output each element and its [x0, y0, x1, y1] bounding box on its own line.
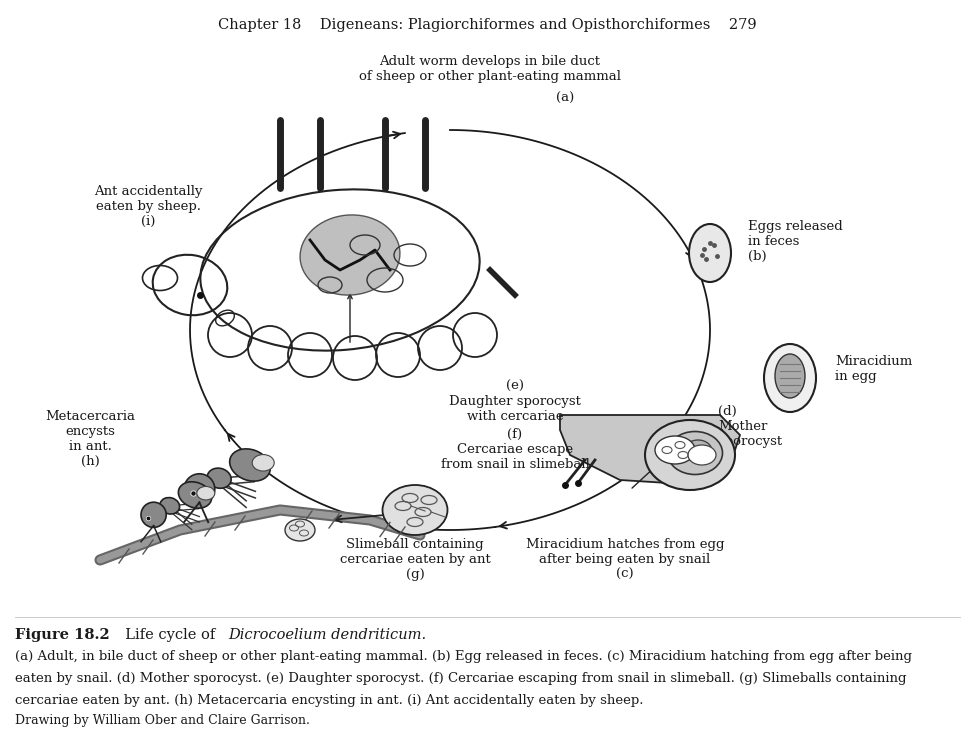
- Ellipse shape: [253, 454, 274, 471]
- Text: eaten by snail. (d) Mother sporocyst. (e) Daughter sporocyst. (f) Cercariae esca: eaten by snail. (d) Mother sporocyst. (e…: [15, 672, 907, 685]
- Text: Figure 18.2: Figure 18.2: [15, 628, 110, 642]
- Text: Drawing by William Ober and Claire Garrison.: Drawing by William Ober and Claire Garri…: [15, 714, 310, 727]
- Ellipse shape: [689, 224, 731, 282]
- Circle shape: [141, 502, 166, 527]
- Ellipse shape: [655, 436, 695, 464]
- Ellipse shape: [160, 498, 179, 514]
- Text: (e)
Daughter sporocyst
with cercariae: (e) Daughter sporocyst with cercariae: [449, 380, 581, 423]
- Text: Slimeball containing
cercariae eaten by ant
(g): Slimeball containing cercariae eaten by …: [339, 538, 490, 581]
- Ellipse shape: [775, 354, 805, 398]
- Circle shape: [184, 474, 214, 504]
- Ellipse shape: [645, 420, 735, 490]
- Text: Miracidium
in egg: Miracidium in egg: [835, 355, 913, 383]
- Text: Metacercaria
encysts
in ant.
(h): Metacercaria encysts in ant. (h): [45, 410, 135, 468]
- Text: (d)
Mother
sporocyst: (d) Mother sporocyst: [718, 405, 782, 448]
- Text: cercariae eaten by ant. (h) Metacercaria encysting in ant. (i) Ant accidentally : cercariae eaten by ant. (h) Metacercaria…: [15, 694, 644, 707]
- Ellipse shape: [208, 468, 231, 488]
- Ellipse shape: [178, 482, 212, 508]
- Ellipse shape: [197, 486, 214, 500]
- Text: (a) Adult, in bile duct of sheep or other plant-eating mammal. (b) Egg released : (a) Adult, in bile duct of sheep or othe…: [15, 650, 912, 663]
- Text: Eggs released
in feces
(b): Eggs released in feces (b): [748, 220, 842, 263]
- Text: Adult worm develops in bile duct
of sheep or other plant-eating mammal: Adult worm develops in bile duct of shee…: [359, 55, 621, 83]
- Ellipse shape: [285, 519, 315, 541]
- Text: Ant accidentally
eaten by sheep.
(i): Ant accidentally eaten by sheep. (i): [94, 185, 202, 228]
- Text: Life cycle of: Life cycle of: [116, 628, 220, 642]
- Ellipse shape: [688, 445, 716, 465]
- Text: (f)
Cercariae escape
from snail in slimeball: (f) Cercariae escape from snail in slime…: [441, 428, 590, 471]
- Text: (a): (a): [556, 92, 574, 105]
- Polygon shape: [560, 415, 740, 485]
- Text: Dicrocoelium dendriticum.: Dicrocoelium dendriticum.: [228, 628, 426, 642]
- Ellipse shape: [684, 440, 712, 462]
- Ellipse shape: [300, 215, 400, 295]
- Ellipse shape: [668, 431, 722, 475]
- Ellipse shape: [382, 485, 448, 535]
- Text: Chapter 18    Digeneans: Plagiorchiformes and Opisthorchiformes    279: Chapter 18 Digeneans: Plagiorchiformes a…: [217, 18, 757, 32]
- Ellipse shape: [230, 448, 270, 481]
- Text: Miracidium hatches from egg
after being eaten by snail
(c): Miracidium hatches from egg after being …: [526, 538, 724, 581]
- Ellipse shape: [764, 344, 816, 412]
